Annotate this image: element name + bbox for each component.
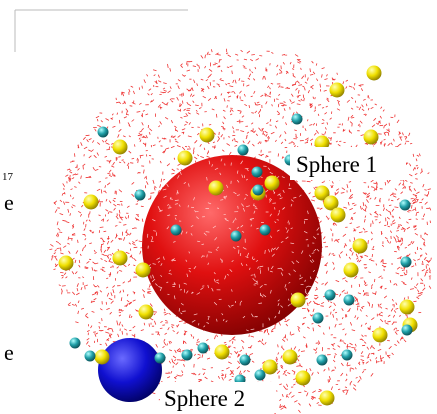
cation bbox=[178, 151, 193, 166]
anion bbox=[182, 350, 193, 361]
anion bbox=[255, 370, 266, 381]
anion bbox=[240, 355, 251, 366]
scene: 17 e e Sphere 1 Sphere 2 bbox=[0, 0, 437, 414]
anion bbox=[171, 225, 182, 236]
sphere-1 bbox=[142, 155, 322, 335]
cation bbox=[139, 305, 154, 320]
cation bbox=[353, 239, 368, 254]
anion bbox=[292, 114, 303, 125]
anion bbox=[231, 231, 242, 242]
cation bbox=[291, 293, 306, 308]
edge-fragment: e bbox=[4, 190, 14, 215]
edge-fragment: e bbox=[4, 340, 14, 365]
page: 17 e e Sphere 1 Sphere 2 (() => { const … bbox=[0, 0, 437, 414]
anion bbox=[317, 355, 328, 366]
anion bbox=[401, 257, 412, 268]
anion bbox=[155, 353, 166, 364]
anion bbox=[198, 343, 209, 354]
anion bbox=[238, 145, 249, 156]
cation bbox=[59, 256, 74, 271]
anion bbox=[313, 313, 324, 324]
cation bbox=[84, 195, 99, 210]
cation bbox=[136, 263, 151, 278]
anion bbox=[260, 225, 271, 236]
cation bbox=[95, 350, 110, 365]
cation bbox=[200, 128, 215, 143]
sphere-label: Sphere 2 bbox=[164, 386, 245, 411]
cation bbox=[330, 83, 345, 98]
cation bbox=[331, 208, 346, 223]
cation bbox=[320, 391, 335, 406]
cation bbox=[209, 181, 224, 196]
cation bbox=[283, 350, 298, 365]
anion bbox=[402, 325, 413, 336]
anion bbox=[85, 351, 96, 362]
anion bbox=[98, 127, 109, 138]
cation bbox=[296, 371, 311, 386]
cation bbox=[400, 300, 415, 315]
anion bbox=[344, 295, 355, 306]
cation bbox=[344, 263, 359, 278]
anion bbox=[70, 338, 81, 349]
cation bbox=[265, 176, 280, 191]
cation bbox=[113, 251, 128, 266]
anion bbox=[342, 350, 353, 361]
cation bbox=[373, 328, 388, 343]
edge-fragment: 17 bbox=[2, 171, 14, 183]
cation bbox=[367, 66, 382, 81]
sphere-label: Sphere 1 bbox=[296, 152, 377, 177]
cation bbox=[215, 345, 230, 360]
anion bbox=[325, 290, 336, 301]
anion bbox=[400, 200, 411, 211]
anion bbox=[252, 167, 263, 178]
cation bbox=[113, 140, 128, 155]
anion bbox=[253, 185, 264, 196]
sphere-2 bbox=[98, 338, 162, 402]
cation bbox=[364, 130, 379, 145]
anion bbox=[135, 190, 146, 201]
